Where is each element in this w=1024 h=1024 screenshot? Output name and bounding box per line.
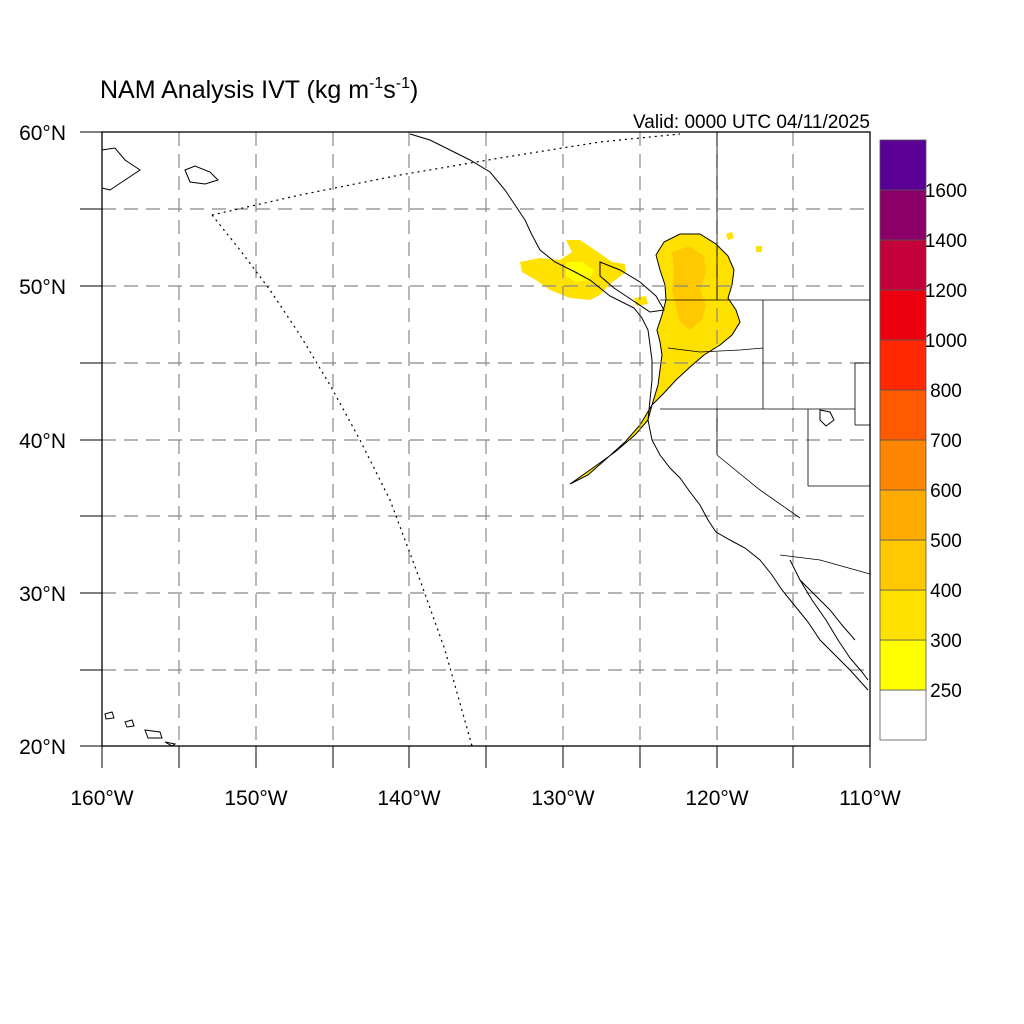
lat-label-30n: 30°N	[19, 583, 66, 606]
colorbar-swatch	[879, 289, 927, 341]
colorbar-swatch	[879, 489, 927, 541]
latitude-labels: 60°N 50°N 40°N 30°N 20°N	[19, 122, 66, 759]
colorbar-label: 600	[930, 481, 962, 502]
colorbar-swatch	[879, 639, 927, 691]
plot-title: NAM Analysis IVT (kg m-1s-1)	[100, 75, 418, 104]
colorbar-swatch	[879, 139, 927, 191]
colorbar-label: 700	[930, 431, 962, 452]
lat-lon-grid	[102, 132, 870, 746]
colorbar-swatch	[879, 389, 927, 441]
ivt-spot-3	[634, 296, 648, 306]
colorbar-label: 1000	[925, 331, 967, 352]
colorbar-swatch	[879, 339, 927, 391]
ivt-plume-west-inner	[566, 262, 594, 282]
lat-label-60n: 60°N	[19, 122, 66, 145]
colorbar-label: 300	[930, 631, 962, 652]
colorbar-swatch	[879, 239, 927, 291]
coastlines	[101, 133, 869, 747]
lon-label-150w: 150°W	[224, 787, 287, 810]
colorbar-swatch	[879, 439, 927, 491]
colorbar-label: 1200	[925, 281, 967, 302]
ivt-spot-2	[756, 246, 762, 252]
lat-label-40n: 40°N	[19, 430, 66, 453]
lat-label-20n: 20°N	[19, 736, 66, 759]
lon-label-140w: 140°W	[377, 787, 440, 810]
colorbar-swatch	[879, 539, 927, 591]
colorbar-label: 400	[930, 581, 962, 602]
lon-label-160w: 160°W	[70, 787, 133, 810]
colorbar: 250 300 400 500 600 700 800 1000 1200 1400 1600	[879, 139, 967, 741]
ivt-spot-1	[726, 232, 734, 240]
colorbar-label: 250	[930, 681, 962, 702]
political-boundaries	[660, 132, 871, 575]
lat-label-50n: 50°N	[19, 276, 66, 299]
colorbar-label: 800	[930, 381, 962, 402]
longitude-labels: 160°W 150°W 140°W 130°W 120°W 110°W	[70, 787, 901, 810]
lon-label-120w: 120°W	[685, 787, 748, 810]
ivt-plume-core	[672, 246, 706, 330]
colorbar-swatch	[879, 189, 927, 241]
nam-domain-boundary	[211, 133, 681, 747]
tick-marks	[80, 131, 871, 768]
ivt-shading	[520, 232, 762, 485]
colorbar-swatch	[879, 589, 927, 641]
colorbar-label: 1400	[925, 231, 967, 252]
valid-time-label: Valid: 0000 UTC 04/11/2025	[633, 112, 870, 133]
lon-label-130w: 130°W	[531, 787, 594, 810]
lon-label-110w: 110°W	[839, 787, 901, 810]
colorbar-swatch	[879, 689, 927, 741]
colorbar-label: 500	[930, 531, 962, 552]
colorbar-label: 1600	[925, 181, 967, 202]
